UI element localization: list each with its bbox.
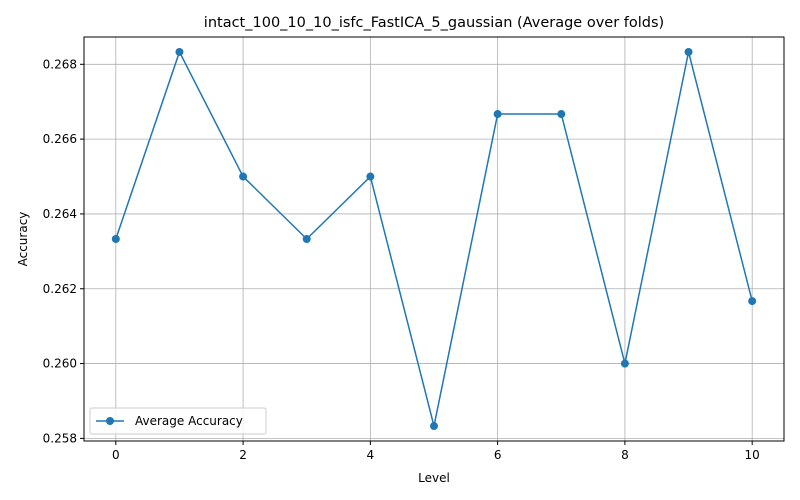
x-tick-label: 8 — [621, 448, 629, 462]
y-tick-label: 0.268 — [43, 57, 77, 71]
data-point — [620, 359, 629, 368]
data-point — [366, 172, 375, 181]
legend: Average Accuracy — [89, 407, 267, 435]
y-axis-title: Accuracy — [16, 212, 30, 267]
data-point — [430, 422, 438, 431]
x-tick-label: 2 — [239, 448, 247, 462]
x-axis: 0 2 4 6 8 10 — [112, 441, 760, 462]
data-point — [557, 110, 566, 119]
x-tick-label: 6 — [494, 448, 502, 462]
data-point — [493, 110, 502, 119]
data-point — [111, 235, 120, 243]
y-tick-label: 0.258 — [43, 431, 77, 445]
legend-label: Average Accuracy — [135, 414, 243, 428]
legend-marker-sample — [106, 417, 114, 425]
data-point — [748, 297, 757, 306]
chart-title: intact_100_10_10_isfc_FastICA_5_gaussian… — [204, 15, 664, 31]
series-group — [111, 47, 757, 431]
plot-frame — [83, 36, 785, 442]
data-point — [175, 47, 184, 56]
y-tick-label: 0.262 — [43, 282, 77, 296]
y-tick-label: 0.264 — [43, 207, 77, 221]
x-axis-title: Level — [418, 471, 450, 485]
legend-box — [89, 407, 267, 435]
y-tick-label: 0.260 — [43, 357, 77, 371]
grid — [84, 37, 784, 441]
data-point — [684, 47, 693, 56]
data-point — [302, 235, 311, 243]
y-tick-label: 0.266 — [43, 132, 77, 146]
y-axis: 0.258 0.260 0.262 0.264 0.266 0.268 — [43, 57, 84, 445]
data-point — [239, 172, 248, 181]
x-tick-label: 0 — [112, 448, 120, 462]
x-tick-label: 10 — [745, 448, 760, 462]
x-tick-label: 4 — [367, 448, 375, 462]
